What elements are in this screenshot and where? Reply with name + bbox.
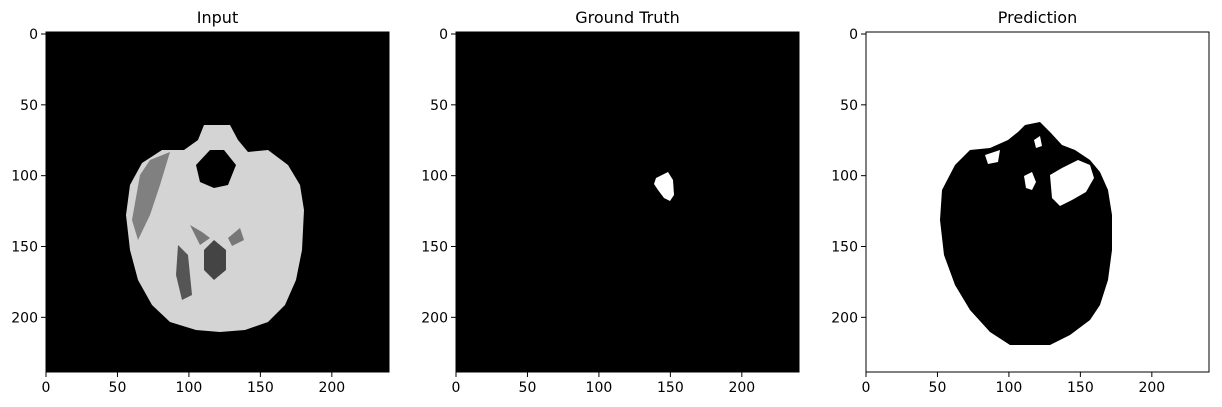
y-tick-label: 50: [430, 98, 448, 114]
x-tick-label: 100: [586, 380, 613, 396]
x-tick-label: 150: [1067, 380, 1094, 396]
y-tick-label: 50: [840, 98, 858, 114]
y-tick-label: 0: [439, 27, 448, 43]
x-tick-label: 200: [1138, 380, 1165, 396]
y-tick-label: 0: [29, 27, 38, 43]
y-tick-label: 50: [20, 98, 38, 114]
axes-frame: [455, 31, 800, 373]
panel-title: Prediction: [998, 8, 1077, 27]
panel-ground-truth: Ground Truth: [456, 8, 799, 372]
panel-input: Input: [46, 8, 389, 372]
x-tick-label: 0: [862, 380, 871, 396]
axes-frame: [45, 31, 390, 373]
x-tick-label: 0: [452, 380, 461, 396]
y-tick-label: 200: [11, 310, 38, 326]
x-tick-label: 50: [519, 380, 537, 396]
image-area: [456, 32, 799, 372]
y-tick-label: 0: [849, 27, 858, 43]
y-tick-label: 150: [831, 240, 858, 256]
x-tick-label: 100: [176, 380, 203, 396]
panel-title: Ground Truth: [575, 8, 680, 27]
panel-prediction: Prediction: [866, 8, 1209, 372]
panel-title: Input: [197, 8, 238, 27]
x-tick-label: 200: [728, 380, 755, 396]
x-tick-label: 150: [657, 380, 684, 396]
brain-image: [126, 125, 304, 332]
y-tick-label: 100: [11, 169, 38, 185]
axes-layer: 0 50 100 150 200 0 50 100 150 200 0 50 100 150 200 0 50 1…: [11, 27, 1210, 396]
y-tick-label: 200: [831, 310, 858, 326]
axes-frame: [865, 31, 1210, 373]
x-tick-label: 50: [929, 380, 947, 396]
x-tick-label: 150: [247, 380, 274, 396]
x-tick-label: 100: [996, 380, 1023, 396]
x-tick-label: 50: [109, 380, 127, 396]
y-tick-label: 150: [421, 240, 448, 256]
ground-truth-mask: [654, 172, 674, 201]
y-tick-label: 200: [421, 310, 448, 326]
y-tick-label: 100: [831, 169, 858, 185]
x-tick-label: 200: [318, 380, 345, 396]
y-tick-label: 100: [421, 169, 448, 185]
x-tick-label: 0: [42, 380, 51, 396]
y-tick-label: 150: [11, 240, 38, 256]
